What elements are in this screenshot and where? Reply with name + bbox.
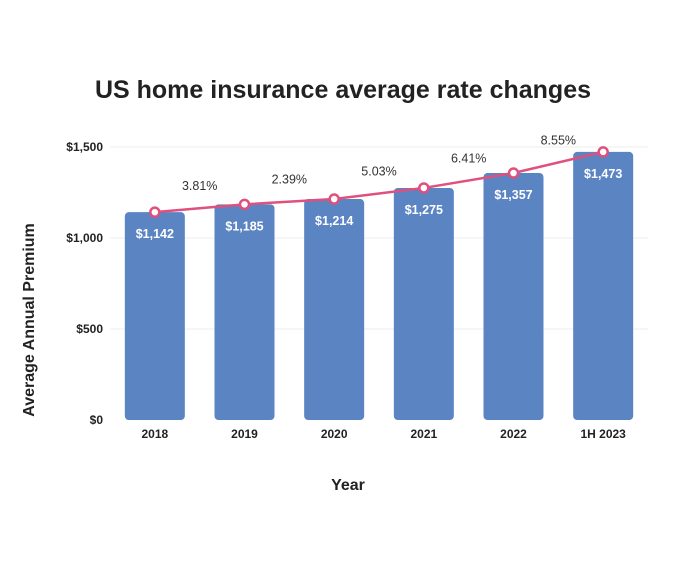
- trend-point: [507, 167, 520, 179]
- bar-value-label: $1,275: [405, 203, 443, 217]
- bar: [393, 187, 454, 420]
- y-tick-label: $1,500: [66, 140, 103, 154]
- trend-point: [328, 193, 340, 205]
- change-label: 2.39%: [272, 173, 307, 187]
- x-tick-label: 2022: [500, 427, 527, 441]
- trend-point: [238, 198, 251, 211]
- bar-value-label: $1,357: [494, 188, 532, 202]
- trend-line: [154, 150, 604, 214]
- bar: [483, 173, 544, 420]
- bar: [124, 212, 185, 420]
- trend-line-series: [149, 146, 609, 218]
- change-label: 6.41%: [451, 151, 486, 165]
- trend-point: [149, 206, 161, 218]
- x-tick-label: 2018: [141, 427, 168, 441]
- x-tick-label: 2021: [410, 427, 437, 441]
- y-tick-label: $500: [76, 322, 103, 336]
- trend-point: [418, 182, 430, 194]
- chart-title: US home insurance average rate changes: [95, 76, 591, 104]
- bar-value-label: $1,142: [136, 227, 174, 241]
- x-tick-label: 2020: [321, 427, 348, 441]
- y-tick-label: $1,000: [66, 231, 103, 245]
- change-label: 5.03%: [361, 165, 396, 179]
- grid-lines: [110, 146, 648, 330]
- x-axis-title: Year: [331, 477, 365, 494]
- bar: [304, 199, 365, 420]
- y-axis-ticks: $0 $500 $1,000 $1,500: [66, 140, 103, 427]
- change-label: 3.81%: [182, 179, 217, 193]
- bar: [573, 151, 634, 420]
- x-tick-label: 1H 2023: [580, 427, 626, 441]
- change-label: 8.55%: [541, 133, 576, 147]
- bars: $1,142 $1,185 $1,214 $1,275 $1,357 $1,473: [124, 151, 634, 420]
- bar-value-label: $1,473: [584, 167, 622, 181]
- y-axis-title: Average Annual Premium: [21, 223, 38, 417]
- bar-value-label: $1,214: [315, 214, 353, 228]
- trend-point: [597, 146, 609, 158]
- bar: [214, 204, 275, 420]
- bar-value-label: $1,185: [225, 219, 263, 233]
- x-tick-label: 2019: [231, 427, 258, 441]
- x-axis-ticks: 2018 2019 2020 2021 2022 1H 2023: [141, 427, 626, 441]
- y-tick-label: $0: [90, 413, 104, 427]
- change-labels: 3.81% 2.39% 5.03% 6.41% 8.55%: [182, 133, 576, 193]
